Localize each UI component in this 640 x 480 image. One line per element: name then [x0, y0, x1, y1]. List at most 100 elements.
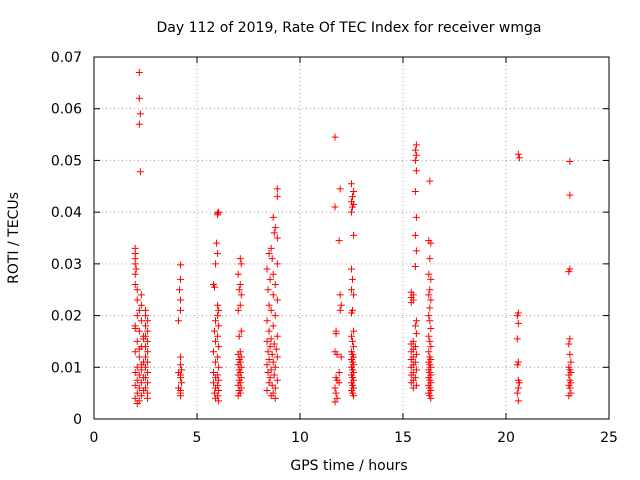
x-tick-label: 10 [291, 430, 309, 446]
data-point [348, 286, 355, 294]
data-point [131, 348, 139, 356]
data-point [513, 312, 521, 320]
data-point [215, 322, 223, 330]
data-point [133, 337, 141, 345]
data-point [177, 261, 185, 269]
data-point [133, 286, 141, 294]
data-point [412, 317, 420, 325]
data-point [269, 322, 277, 330]
data-point [235, 286, 243, 294]
data-point [412, 167, 420, 175]
data-point [135, 345, 143, 353]
data-point [407, 299, 415, 307]
data-point [412, 330, 420, 338]
data-point [235, 332, 243, 340]
data-point [332, 389, 340, 397]
data-point [137, 392, 145, 400]
data-point [350, 291, 358, 299]
data-point [211, 283, 219, 291]
data-point [135, 327, 143, 335]
data-point [142, 332, 149, 340]
data-point [425, 312, 433, 320]
data-point [515, 379, 523, 387]
data-point [427, 394, 435, 402]
data-point [137, 361, 145, 369]
data-point [337, 301, 345, 309]
data-point [135, 306, 143, 314]
y-axis-label: ROTI / TECUs [6, 192, 22, 284]
data-point [215, 376, 223, 384]
data-point [214, 250, 222, 258]
data-point [177, 296, 185, 304]
plot-frame [93, 56, 610, 420]
data-point [142, 322, 149, 330]
data-point [407, 363, 415, 371]
data-point [214, 301, 222, 309]
x-tick-label: 5 [193, 430, 202, 446]
data-point [411, 187, 419, 195]
data-point [567, 358, 575, 366]
data-point [142, 343, 149, 351]
data-point [426, 337, 434, 345]
data-point [131, 368, 139, 376]
data-point [427, 296, 435, 304]
y-tick-label: 0.03 [51, 257, 82, 273]
data-point [336, 306, 344, 314]
data-point [348, 265, 355, 273]
data-point [426, 177, 434, 185]
data-point [425, 270, 433, 278]
data-point [263, 337, 271, 345]
data-point [407, 379, 415, 387]
data-point [273, 332, 281, 340]
data-point [269, 270, 277, 278]
grid [94, 57, 609, 419]
data-point [266, 374, 274, 382]
data-point [144, 337, 152, 345]
data-point [132, 265, 140, 273]
data-point [270, 340, 278, 348]
axis-ticks: 0 5 10 15 20 25 0 0.01 0.02 0.03 0.04 0.05 0.06 0.07 [51, 50, 618, 446]
data-point [131, 381, 139, 389]
data-point [348, 332, 355, 340]
data-point [209, 368, 217, 376]
data-point [215, 363, 223, 371]
data-point [348, 180, 355, 188]
data-point [514, 319, 522, 327]
data-point [175, 286, 183, 294]
data-point [273, 260, 281, 268]
data-point [211, 327, 219, 335]
data-point [265, 301, 273, 309]
data-point [269, 213, 277, 221]
data-point [133, 296, 141, 304]
data-point [215, 397, 223, 405]
data-point [137, 291, 145, 299]
x-tick-label: 20 [497, 430, 515, 446]
data-point [209, 379, 217, 387]
data-point [565, 268, 573, 276]
data-point [271, 312, 279, 320]
data-point [268, 255, 276, 263]
data-point [266, 343, 274, 351]
data-point [331, 203, 339, 211]
data-point [513, 335, 521, 343]
data-point [269, 291, 277, 299]
data-point [566, 191, 574, 199]
data-point [427, 239, 435, 247]
data-point [215, 343, 223, 351]
data-point [335, 368, 343, 376]
data-point [144, 394, 152, 402]
data-point [333, 350, 341, 358]
data-point [427, 275, 435, 283]
data-point [331, 384, 339, 392]
y-tick-label: 0.07 [51, 50, 82, 66]
data-point [144, 348, 152, 356]
data-point [331, 398, 339, 406]
data-point [131, 270, 139, 278]
data-point [135, 120, 143, 128]
y-tick-label: 0.06 [51, 102, 82, 118]
data-point [265, 327, 273, 335]
data-point [333, 394, 341, 402]
data-point [350, 343, 358, 351]
data-point [264, 348, 272, 356]
data-point [214, 332, 222, 340]
